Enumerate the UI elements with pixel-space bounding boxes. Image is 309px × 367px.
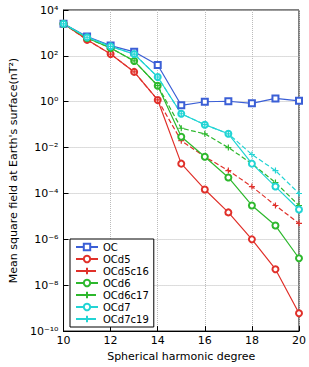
svg-text:20: 20 bbox=[292, 334, 306, 347]
svg-text:10⁻⁶: 10⁻⁶ bbox=[34, 233, 59, 246]
svg-text:Mean square field at Earth's s: Mean square field at Earth's surface(nT²… bbox=[7, 58, 20, 283]
svg-text:OCd6: OCd6 bbox=[103, 278, 131, 289]
svg-text:10⁰: 10⁰ bbox=[40, 95, 59, 108]
svg-text:10⁻⁸: 10⁻⁸ bbox=[34, 279, 59, 292]
svg-text:10: 10 bbox=[57, 334, 71, 347]
svg-text:16: 16 bbox=[198, 334, 212, 347]
svg-text:10⁴: 10⁴ bbox=[40, 4, 59, 17]
svg-text:10⁻¹⁰: 10⁻¹⁰ bbox=[30, 325, 59, 338]
svg-text:10²: 10² bbox=[40, 49, 58, 62]
svg-text:OCd5c16: OCd5c16 bbox=[103, 266, 149, 277]
svg-text:OCd6c17: OCd6c17 bbox=[103, 290, 149, 301]
svg-text:14: 14 bbox=[151, 334, 165, 347]
svg-text:12: 12 bbox=[104, 334, 118, 347]
svg-text:OCd7c19: OCd7c19 bbox=[103, 314, 149, 325]
svg-text:OCd7: OCd7 bbox=[103, 302, 131, 313]
svg-text:Spherical harmonic degree: Spherical harmonic degree bbox=[107, 350, 255, 363]
svg-text:10⁻⁴: 10⁻⁴ bbox=[34, 187, 59, 200]
svg-text:18: 18 bbox=[245, 334, 259, 347]
svg-text:OC: OC bbox=[103, 242, 118, 253]
svg-text:OCd5: OCd5 bbox=[103, 254, 131, 265]
svg-text:10⁻²: 10⁻² bbox=[34, 141, 58, 154]
